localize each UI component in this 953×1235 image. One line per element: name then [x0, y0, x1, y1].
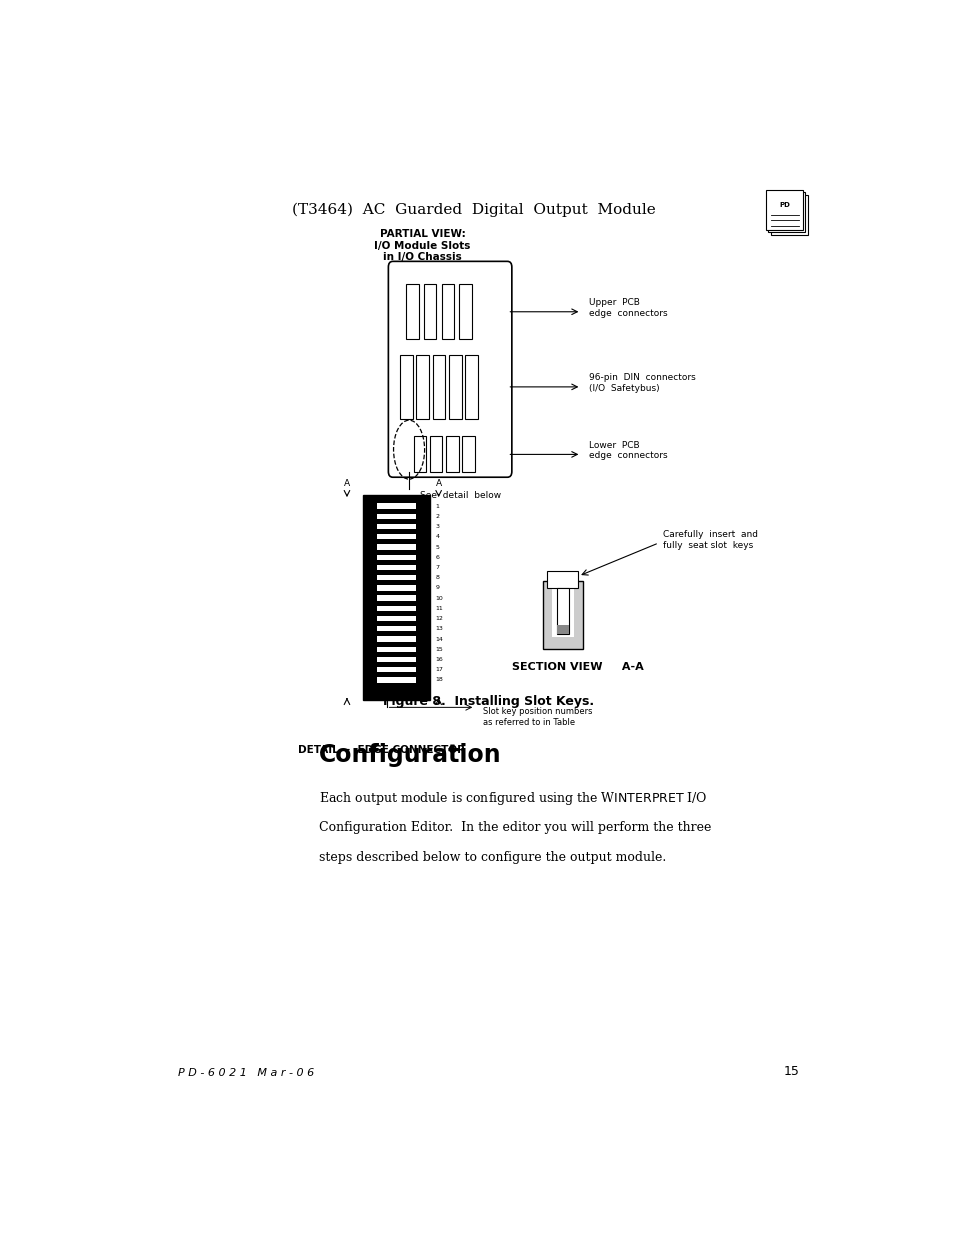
- Bar: [433, 354, 445, 419]
- Bar: [376, 576, 416, 580]
- Text: Lower  PCB
edge  connectors: Lower PCB edge connectors: [588, 441, 667, 461]
- Text: 3: 3: [436, 524, 439, 529]
- Text: 13: 13: [436, 626, 443, 631]
- Text: Each output module is configured using the W$\mathsf{INTERPRET}$ I/O: Each output module is configured using t…: [318, 790, 707, 808]
- Bar: [547, 572, 578, 589]
- Bar: [423, 284, 436, 340]
- FancyBboxPatch shape: [388, 262, 512, 477]
- Text: Configuration: Configuration: [318, 742, 501, 767]
- Text: SECTION VIEW     A-A: SECTION VIEW A-A: [511, 662, 643, 672]
- Bar: [376, 555, 416, 559]
- Text: 2: 2: [436, 514, 439, 519]
- Bar: [446, 436, 458, 473]
- Text: Slot key position numbers
as referred to in Table: Slot key position numbers as referred to…: [482, 708, 592, 726]
- Text: DETAIL  -  EDGE CONNECTOR: DETAIL - EDGE CONNECTOR: [298, 746, 465, 756]
- Text: 4: 4: [436, 535, 439, 540]
- Text: 96-pin  DIN  connectors
(I/O  Safetybus): 96-pin DIN connectors (I/O Safetybus): [588, 373, 695, 393]
- Bar: [376, 545, 416, 550]
- Text: 15: 15: [782, 1066, 799, 1078]
- Text: PD: PD: [779, 203, 789, 209]
- Text: 6: 6: [436, 555, 439, 559]
- Text: P D - 6 0 2 1   M a r - 0 6: P D - 6 0 2 1 M a r - 0 6: [178, 1068, 314, 1078]
- Bar: [376, 605, 416, 611]
- Text: PARTIAL VIEW:
I/O Module Slots
in I/O Chassis: PARTIAL VIEW: I/O Module Slots in I/O Ch…: [374, 230, 470, 262]
- Bar: [376, 564, 416, 571]
- Bar: [376, 677, 416, 683]
- Bar: [376, 667, 416, 672]
- Text: A: A: [343, 479, 350, 488]
- Bar: [459, 284, 472, 340]
- Bar: [376, 535, 416, 540]
- Bar: [542, 580, 582, 650]
- Bar: [376, 595, 416, 600]
- Bar: [465, 354, 477, 419]
- Bar: [376, 616, 416, 621]
- Bar: [551, 585, 574, 637]
- Text: 1: 1: [436, 504, 439, 509]
- Text: 16: 16: [436, 657, 443, 662]
- Text: Carefully  insert  and
fully  seat slot  keys: Carefully insert and fully seat slot key…: [662, 530, 757, 550]
- Text: (T3464)  AC  Guarded  Digital  Output  Module: (T3464) AC Guarded Digital Output Module: [292, 203, 656, 217]
- Text: 15: 15: [436, 647, 443, 652]
- Text: 10: 10: [436, 595, 443, 600]
- Bar: [376, 657, 416, 662]
- Text: steps described below to configure the output module.: steps described below to configure the o…: [318, 851, 665, 864]
- Text: Upper  PCB
edge  connectors: Upper PCB edge connectors: [588, 299, 667, 317]
- Bar: [462, 436, 475, 473]
- FancyBboxPatch shape: [770, 195, 807, 235]
- Bar: [400, 354, 413, 419]
- Bar: [376, 504, 416, 509]
- Bar: [363, 495, 429, 700]
- FancyBboxPatch shape: [767, 193, 804, 232]
- Text: 12: 12: [436, 616, 443, 621]
- Text: 9: 9: [436, 585, 439, 590]
- Text: 5: 5: [436, 545, 439, 550]
- Bar: [376, 585, 416, 590]
- Bar: [376, 626, 416, 631]
- Bar: [406, 284, 418, 340]
- Text: See  detail  below: See detail below: [419, 490, 500, 499]
- Bar: [429, 436, 442, 473]
- Bar: [376, 647, 416, 652]
- Text: 18: 18: [436, 678, 443, 683]
- Text: 7: 7: [436, 564, 439, 571]
- Bar: [416, 354, 429, 419]
- Text: Configuration Editor.  In the editor you will perform the three: Configuration Editor. In the editor you …: [318, 820, 711, 834]
- Bar: [376, 514, 416, 519]
- Bar: [449, 354, 461, 419]
- Bar: [441, 284, 454, 340]
- Bar: [376, 524, 416, 530]
- Text: 8: 8: [436, 576, 439, 580]
- Text: 17: 17: [436, 667, 443, 672]
- Bar: [557, 589, 568, 634]
- Bar: [376, 636, 416, 642]
- Text: Figure 8.  Installing Slot Keys.: Figure 8. Installing Slot Keys.: [383, 695, 594, 708]
- Text: 14: 14: [436, 636, 443, 641]
- FancyBboxPatch shape: [765, 190, 802, 230]
- Bar: [413, 436, 426, 473]
- Text: 11: 11: [436, 606, 443, 611]
- Text: A: A: [436, 479, 441, 488]
- Bar: [557, 625, 568, 634]
